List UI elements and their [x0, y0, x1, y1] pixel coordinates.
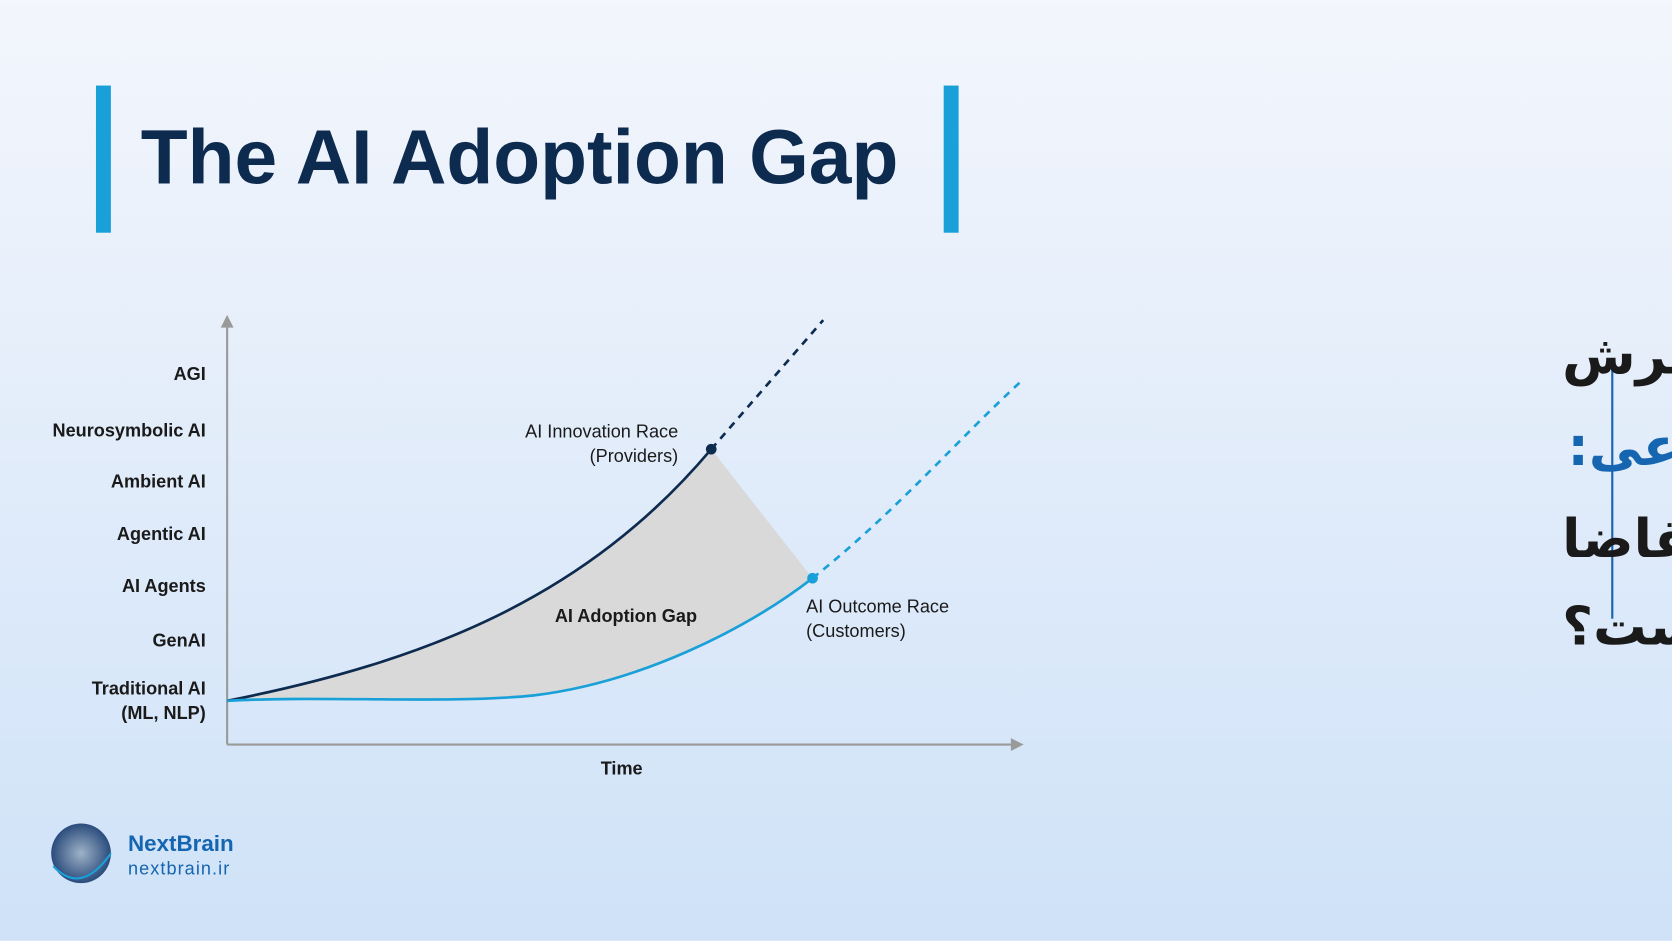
innovation-projection: [710, 319, 825, 451]
gap-label: AI Adoption Gap: [555, 606, 697, 626]
title: The AI Adoption Gap: [141, 116, 899, 201]
annotation: (Providers): [590, 446, 679, 466]
logo-icon: [51, 823, 111, 884]
annotation: AI Innovation Race: [525, 421, 678, 441]
y-label: Ambient AI: [111, 472, 206, 492]
outcome-projection: [811, 379, 1023, 580]
headline-line: جلو زده است؟: [1562, 595, 1672, 657]
y-label: Neurosymbolic AI: [53, 420, 206, 440]
logo-url: nextbrain.ir: [128, 859, 230, 879]
logo-name: NextBrain: [128, 831, 234, 856]
logo-swoosh: [52, 852, 112, 880]
x-axis-arrow: [1010, 738, 1024, 751]
y-label: GenAI: [152, 630, 205, 650]
y-label: Agentic AI: [117, 524, 206, 544]
gap-area: [227, 449, 813, 701]
outcome-curve: [227, 577, 814, 703]
y-label: AI Agents: [122, 576, 206, 596]
y-label: Traditional AI: [92, 678, 206, 698]
y-label: (ML, NLP): [121, 703, 206, 723]
innovation-point: [705, 443, 717, 455]
title-bar-left: [95, 85, 111, 233]
title-bar-right: [943, 85, 959, 233]
annotation: (Customers): [806, 621, 906, 641]
headline-line: هوش مصنوعی:: [1568, 416, 1672, 478]
headline-line: چرا عرضه از تقاضا: [1562, 508, 1672, 570]
innovation-curve: [226, 448, 713, 703]
outcome-point: [807, 572, 818, 584]
y-label: AGI: [174, 364, 206, 384]
annotation: AI Outcome Race: [806, 596, 949, 616]
x-label: Time: [601, 758, 643, 778]
headline-line: شکاف پذیرش: [1562, 324, 1672, 386]
y-axis-arrow: [220, 314, 234, 328]
